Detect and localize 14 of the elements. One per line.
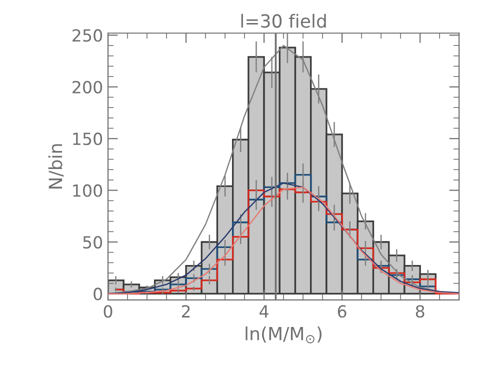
x-tick-label: 0 xyxy=(104,305,112,318)
y-tick-label: 250 xyxy=(72,29,102,42)
y-tick-label: 200 xyxy=(72,80,102,94)
x-tick-label: 4 xyxy=(260,305,268,318)
x-tick-label: 8 xyxy=(416,305,424,318)
chart-title: l=30 field xyxy=(241,14,326,28)
y-tick-label: 0 xyxy=(94,288,102,300)
y-axis-title: N/bin xyxy=(48,144,64,189)
x-tick-label: 2 xyxy=(182,305,190,318)
x-axis-title: ln(M/M$_{⊙}$) xyxy=(246,326,322,344)
y-tick-label: 150 xyxy=(73,132,102,146)
y-tick-label: 100 xyxy=(73,184,102,197)
x-tick-label: 6 xyxy=(338,305,346,318)
y-tick-label: 50 xyxy=(83,236,102,249)
